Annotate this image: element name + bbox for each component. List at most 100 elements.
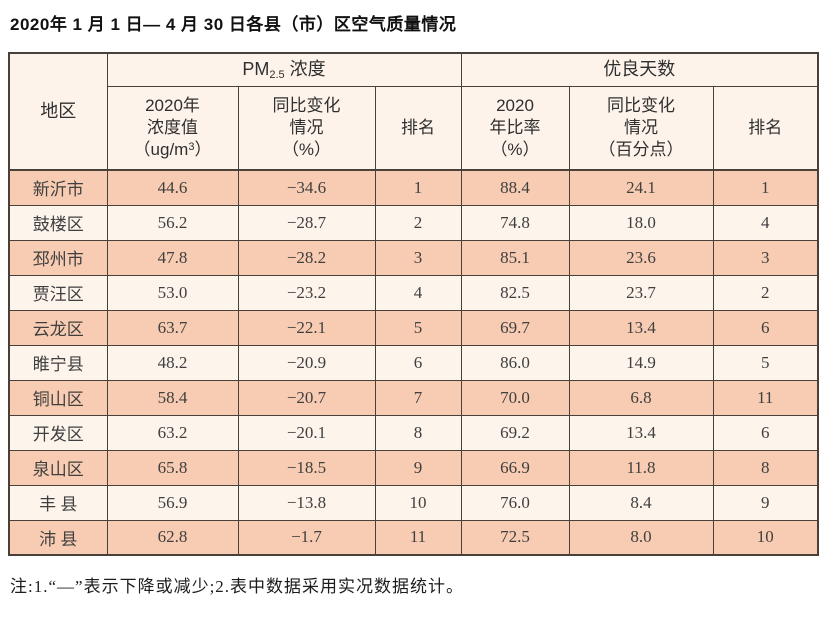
good-change-cell: 18.0 [568,204,714,241]
region-cell: 铜山区 [8,379,108,416]
good-ratio-cell: 82.5 [460,274,570,311]
table-row: 睢宁县 48.2 −20.9 6 86.0 14.9 5 [8,344,819,381]
table-row: 沛 县 62.8 −1.7 11 72.5 8.0 10 [8,519,819,556]
region-cell: 贾汪区 [8,274,108,311]
pm25-value-cell: 56.2 [106,204,239,241]
region-cell: 睢宁县 [8,344,108,381]
good-rank-cell: 6 [712,414,819,451]
page-title: 2020年 1 月 1 日— 4 月 30 日各县（市）区空气质量情况 [10,15,457,34]
good-change-cell: 23.6 [568,239,714,276]
good-rank-cell: 1 [712,169,819,206]
pm25-value-cell: 58.4 [106,379,239,416]
table-row: 泉山区 65.8 −18.5 9 66.9 11.8 8 [8,449,819,486]
pm25-rank-cell: 1 [374,169,462,206]
pm25-rank-cell: 2 [374,204,462,241]
table-row: 开发区 63.2 −20.1 8 69.2 13.4 6 [8,414,819,451]
pm25-change-cell: −20.7 [237,379,376,416]
good-rank-cell: 5 [712,344,819,381]
pm25-change-cell: −18.5 [237,449,376,486]
table-row: 铜山区 58.4 −20.7 7 70.0 6.8 11 [8,379,819,416]
table-row: 新沂市 44.6 −34.6 1 88.4 24.1 1 [8,169,819,206]
pm25-label-suffix: 浓度 [284,58,326,79]
good-rank-cell: 6 [712,309,819,346]
pm25-value-cell: 63.2 [106,414,239,451]
table-row: 贾汪区 53.0 −23.2 4 82.5 23.7 2 [8,274,819,311]
good-change-cell: 6.8 [568,379,714,416]
col-header-good-rank: 排名 [712,85,819,171]
good-rank-cell: 10 [712,519,819,556]
table-body: 新沂市 44.6 −34.6 1 88.4 24.1 1 鼓楼区 56.2 −2… [8,169,819,556]
pm25-change-cell: −28.7 [237,204,376,241]
table-row: 鼓楼区 56.2 −28.7 2 74.8 18.0 4 [8,204,819,241]
pm25-rank-cell: 7 [374,379,462,416]
pm25-value-cell: 47.8 [106,239,239,276]
col-header-good-ratio: 2020 年比率 （%） [460,85,570,171]
pm25-change-cell: −20.9 [237,344,376,381]
col-group-good-days: 优良天数 [460,52,819,87]
good-change-cell: 24.1 [568,169,714,206]
col-group-pm25: PM2.5 浓度 [106,52,462,87]
pm25-value-cell: 63.7 [106,309,239,346]
good-rank-cell: 11 [712,379,819,416]
pm25-rank-cell: 8 [374,414,462,451]
pm25-rank-cell: 3 [374,239,462,276]
good-change-cell: 13.4 [568,309,714,346]
good-ratio-cell: 72.5 [460,519,570,556]
pm25-label-prefix: PM [242,58,270,79]
col-header-pm25-value: 2020年 浓度值 （ug/m3） [106,85,239,171]
pm25-rank-cell: 10 [374,484,462,521]
region-cell: 邳州市 [8,239,108,276]
good-rank-cell: 4 [712,204,819,241]
table-row: 邳州市 47.8 −28.2 3 85.1 23.6 3 [8,239,819,276]
pm25-value-cell: 56.9 [106,484,239,521]
good-change-cell: 8.4 [568,484,714,521]
table-row: 云龙区 63.7 −22.1 5 69.7 13.4 6 [8,309,819,346]
pm25-value-cell: 53.0 [106,274,239,311]
pm25-value-cell: 48.2 [106,344,239,381]
pm25-value-label-close: ） [194,139,212,159]
region-cell: 云龙区 [8,309,108,346]
good-change-cell: 23.7 [568,274,714,311]
region-cell: 丰 县 [8,484,108,521]
good-rank-cell: 2 [712,274,819,311]
good-rank-cell: 3 [712,239,819,276]
good-ratio-cell: 76.0 [460,484,570,521]
pm25-change-cell: −28.2 [237,239,376,276]
pm25-rank-cell: 5 [374,309,462,346]
good-change-cell: 8.0 [568,519,714,556]
header-sub-row: 2020年 浓度值 （ug/m3） 同比变化 情况 （%） 排名 2020 年比… [9,85,819,171]
good-change-cell: 13.4 [568,414,714,451]
good-change-cell: 14.9 [568,344,714,381]
region-cell: 沛 县 [8,519,108,556]
col-header-good-change: 同比变化 情况 （百分点） [568,85,714,171]
pm25-change-cell: −23.2 [237,274,376,311]
good-ratio-cell: 88.4 [460,169,570,206]
pm25-subscript: 2.5 [269,68,285,81]
footnote: 注:1.“—”表示下降或减少;2.表中数据采用实况数据统计。 [10,577,465,597]
pm25-rank-cell: 4 [374,274,462,311]
pm25-value-cell: 65.8 [106,449,239,486]
page: 2020年 1 月 1 日— 4 月 30 日各县（市）区空气质量情况 地区 P… [8,15,820,597]
pm25-value-label: 2020年 浓度值 （ug/m [133,95,200,159]
pm25-change-cell: −13.8 [237,484,376,521]
pm25-rank-cell: 6 [374,344,462,381]
table-row: 丰 县 56.9 −13.8 10 76.0 8.4 9 [8,484,819,521]
pm25-value-cell: 44.6 [106,169,239,206]
good-ratio-cell: 70.0 [460,379,570,416]
good-ratio-cell: 85.1 [460,239,570,276]
good-ratio-cell: 69.7 [460,309,570,346]
pm25-change-cell: −1.7 [237,519,376,556]
col-header-region: 地区 [8,52,108,171]
good-rank-cell: 9 [712,484,819,521]
good-change-cell: 11.8 [568,449,714,486]
col-header-pm25-rank: 排名 [374,85,462,171]
good-rank-cell: 8 [712,449,819,486]
col-header-pm25-change: 同比变化 情况 （%） [237,85,376,171]
good-ratio-cell: 74.8 [460,204,570,241]
good-ratio-cell: 66.9 [460,449,570,486]
pm25-value-cell: 62.8 [106,519,239,556]
pm25-rank-cell: 11 [374,519,462,556]
region-cell: 开发区 [8,414,108,451]
header-group-row: 地区 PM2.5 浓度 优良天数 [8,52,819,171]
pm25-rank-cell: 9 [374,449,462,486]
